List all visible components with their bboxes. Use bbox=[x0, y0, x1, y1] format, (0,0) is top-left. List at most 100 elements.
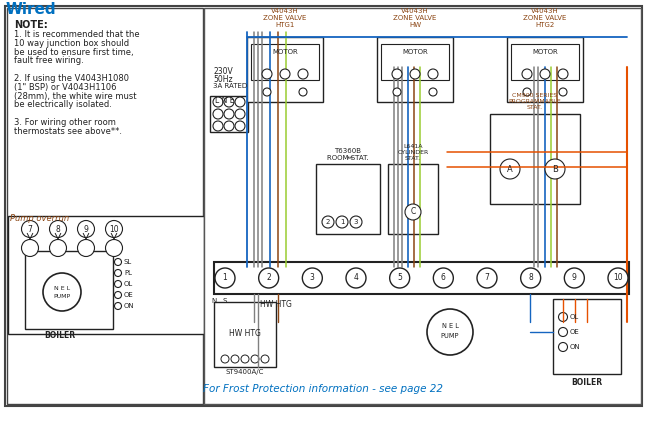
Text: For Frost Protection information - see page 22: For Frost Protection information - see p… bbox=[203, 384, 443, 394]
Circle shape bbox=[405, 204, 421, 220]
Circle shape bbox=[564, 268, 584, 288]
Circle shape bbox=[346, 268, 366, 288]
Circle shape bbox=[500, 159, 520, 179]
Text: L N E: L N E bbox=[215, 96, 234, 105]
Circle shape bbox=[261, 355, 269, 363]
Circle shape bbox=[235, 109, 245, 119]
Text: N E L: N E L bbox=[441, 323, 459, 329]
Circle shape bbox=[241, 355, 249, 363]
Text: 7: 7 bbox=[28, 225, 32, 233]
Text: MOTOR: MOTOR bbox=[402, 49, 428, 55]
Text: C: C bbox=[410, 208, 415, 216]
Text: PL: PL bbox=[124, 270, 132, 276]
Circle shape bbox=[545, 159, 565, 179]
Circle shape bbox=[280, 69, 290, 79]
Bar bbox=[204, 8, 641, 404]
Text: 3. For wiring other room: 3. For wiring other room bbox=[14, 118, 116, 127]
Text: 5: 5 bbox=[397, 273, 402, 282]
Circle shape bbox=[78, 240, 94, 257]
Circle shape bbox=[213, 109, 223, 119]
Circle shape bbox=[224, 109, 234, 119]
Bar bbox=[511, 44, 579, 80]
Text: N E L: N E L bbox=[54, 286, 70, 290]
Circle shape bbox=[336, 216, 348, 228]
Circle shape bbox=[608, 268, 628, 288]
Text: ON: ON bbox=[570, 344, 580, 350]
Text: thermostats see above**.: thermostats see above**. bbox=[14, 127, 122, 136]
Text: 4: 4 bbox=[353, 273, 358, 282]
Circle shape bbox=[21, 221, 39, 238]
Text: OL: OL bbox=[124, 281, 133, 287]
Text: B: B bbox=[552, 165, 558, 173]
Circle shape bbox=[213, 97, 223, 107]
Text: PUMP: PUMP bbox=[54, 293, 71, 298]
Text: **: ** bbox=[347, 156, 354, 162]
Text: MOTOR: MOTOR bbox=[532, 49, 558, 55]
Bar bbox=[251, 44, 319, 80]
Text: N: N bbox=[212, 298, 217, 304]
Text: PUMP: PUMP bbox=[441, 333, 459, 339]
Text: 7: 7 bbox=[485, 273, 489, 282]
Circle shape bbox=[558, 343, 567, 352]
Text: be electrically isolated.: be electrically isolated. bbox=[14, 100, 112, 109]
Circle shape bbox=[410, 69, 420, 79]
Circle shape bbox=[221, 355, 229, 363]
Circle shape bbox=[115, 259, 122, 265]
Circle shape bbox=[559, 88, 567, 96]
Text: 3: 3 bbox=[310, 273, 315, 282]
Text: 10: 10 bbox=[109, 225, 119, 233]
Circle shape bbox=[521, 268, 541, 288]
Circle shape bbox=[433, 268, 454, 288]
Text: 50Hz: 50Hz bbox=[213, 75, 233, 84]
Bar bbox=[8, 216, 204, 334]
Bar bbox=[377, 37, 453, 102]
Circle shape bbox=[429, 88, 437, 96]
Circle shape bbox=[558, 69, 568, 79]
Circle shape bbox=[558, 313, 567, 322]
Text: CM900 SERIES
PROGRAMMABLE
STAT.: CM900 SERIES PROGRAMMABLE STAT. bbox=[509, 93, 562, 110]
Circle shape bbox=[540, 69, 550, 79]
Bar bbox=[388, 164, 438, 234]
Text: (28mm), the white wire must: (28mm), the white wire must bbox=[14, 92, 137, 100]
Text: 1. It is recommended that the: 1. It is recommended that the bbox=[14, 30, 140, 39]
Circle shape bbox=[322, 216, 334, 228]
Circle shape bbox=[224, 121, 234, 131]
Circle shape bbox=[428, 69, 438, 79]
Text: be used to ensure first time,: be used to ensure first time, bbox=[14, 48, 134, 57]
Circle shape bbox=[393, 88, 401, 96]
Text: SL: SL bbox=[124, 259, 132, 265]
Bar bbox=[210, 96, 248, 132]
Circle shape bbox=[115, 270, 122, 276]
Text: 2: 2 bbox=[326, 219, 330, 225]
Circle shape bbox=[50, 221, 67, 238]
Circle shape bbox=[231, 355, 239, 363]
Circle shape bbox=[427, 309, 473, 355]
Bar bbox=[247, 37, 323, 102]
Text: OL: OL bbox=[570, 314, 579, 320]
Text: 9: 9 bbox=[83, 225, 89, 233]
Text: ON: ON bbox=[124, 303, 135, 309]
Circle shape bbox=[523, 88, 531, 96]
Bar bbox=[7, 8, 203, 404]
Circle shape bbox=[262, 69, 272, 79]
Circle shape bbox=[78, 221, 94, 238]
Circle shape bbox=[213, 121, 223, 131]
Text: 8: 8 bbox=[529, 273, 533, 282]
Text: fault free wiring.: fault free wiring. bbox=[14, 57, 83, 65]
Circle shape bbox=[298, 69, 308, 79]
Text: OE: OE bbox=[570, 329, 580, 335]
Circle shape bbox=[251, 355, 259, 363]
Text: 1: 1 bbox=[340, 219, 344, 225]
Bar bbox=[214, 302, 276, 367]
Text: 2: 2 bbox=[267, 273, 271, 282]
Circle shape bbox=[115, 281, 122, 287]
Bar bbox=[214, 262, 629, 294]
Text: A: A bbox=[507, 165, 513, 173]
Text: (1" BSP) or V4043H1106: (1" BSP) or V4043H1106 bbox=[14, 83, 116, 92]
Text: L641A
CYLINDER
STAT.: L641A CYLINDER STAT. bbox=[397, 144, 428, 161]
Circle shape bbox=[43, 273, 81, 311]
Text: S: S bbox=[223, 298, 227, 304]
Bar bbox=[507, 37, 583, 102]
Circle shape bbox=[215, 268, 235, 288]
Text: T6360B
ROOM STAT.: T6360B ROOM STAT. bbox=[327, 148, 369, 161]
